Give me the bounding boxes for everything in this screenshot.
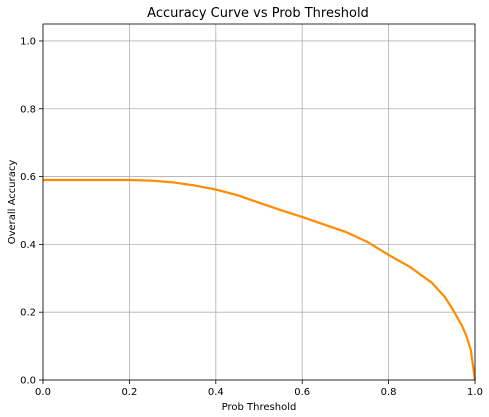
y-axis-label: Overall Accuracy xyxy=(7,160,18,245)
x-tick-label: 1.0 xyxy=(467,387,483,398)
x-tick-label: 0.2 xyxy=(121,387,137,398)
x-tick-label: 0.4 xyxy=(208,387,224,398)
x-tick-label: 0.0 xyxy=(35,387,51,398)
x-tick-label: 0.8 xyxy=(381,387,397,398)
y-axis: 0.0 0.2 0.4 0.6 0.8 1.0 xyxy=(20,36,43,387)
line-layer xyxy=(43,178,477,381)
y-tick-label: 0.8 xyxy=(20,104,36,115)
accuracy-line xyxy=(43,178,477,381)
chart-title: Accuracy Curve vs Prob Threshold xyxy=(147,6,369,21)
x-axis-label: Prob Threshold xyxy=(222,402,297,413)
y-tick-label: 0.0 xyxy=(20,376,36,387)
x-axis: 0.0 0.2 0.4 0.6 0.8 1.0 xyxy=(35,380,483,398)
y-tick-label: 1.0 xyxy=(20,36,36,47)
plot-frame xyxy=(42,23,476,381)
y-tick-label: 0.2 xyxy=(20,308,36,319)
y-tick-label: 0.6 xyxy=(20,172,36,183)
x-tick-label: 0.6 xyxy=(294,387,310,398)
y-tick-label: 0.4 xyxy=(20,240,36,251)
